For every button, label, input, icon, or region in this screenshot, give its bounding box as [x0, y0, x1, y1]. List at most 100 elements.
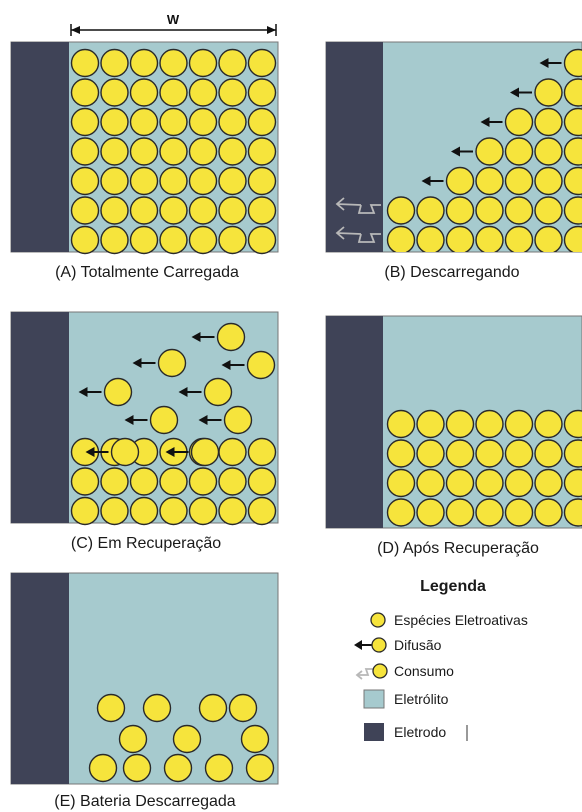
particle	[218, 496, 247, 526]
diffusion-arrow	[510, 87, 532, 98]
particle	[563, 48, 582, 78]
diffusion-arrows-c	[78, 332, 245, 457]
particle	[563, 78, 582, 107]
particle	[247, 137, 277, 166]
particle	[100, 225, 129, 255]
particle	[218, 225, 247, 255]
particle	[445, 409, 475, 439]
particle	[475, 166, 504, 196]
legend: Legenda Espécies Eletroativas Difusão	[354, 578, 528, 741]
particle	[122, 753, 152, 783]
particle	[416, 225, 445, 252]
particle	[129, 78, 159, 107]
particle	[129, 107, 159, 137]
caption-a: (A) Totalmente Carregada	[55, 264, 239, 281]
particle	[563, 107, 582, 137]
particle	[188, 467, 218, 496]
particle	[534, 137, 563, 166]
particle	[563, 468, 582, 498]
particle	[100, 137, 129, 166]
particle	[445, 196, 475, 225]
particle	[504, 409, 534, 439]
panel-a: (A) Totalmente Carregada	[10, 41, 279, 281]
particle	[218, 437, 247, 467]
particle	[142, 693, 172, 723]
particle	[534, 468, 563, 498]
particle	[445, 166, 475, 196]
particle	[218, 137, 247, 166]
particle	[247, 107, 277, 137]
particle	[188, 496, 218, 526]
particle	[504, 196, 534, 225]
particle	[159, 78, 188, 107]
diffusion-arrow	[451, 146, 473, 157]
particle	[247, 196, 277, 225]
caption-d: (D) Após Recuperação	[377, 540, 539, 557]
consumption-arrow	[335, 197, 381, 214]
particle	[163, 753, 193, 783]
particle	[100, 78, 129, 107]
particle	[118, 724, 148, 754]
particle	[228, 693, 258, 723]
particle	[110, 437, 140, 467]
particle	[188, 166, 218, 196]
particle	[534, 439, 563, 468]
particle	[70, 137, 100, 166]
particle	[223, 405, 253, 435]
particle-icon	[370, 612, 386, 628]
particle	[246, 350, 276, 380]
particle	[218, 78, 247, 107]
particle	[247, 166, 277, 196]
particle	[100, 107, 129, 137]
particle	[172, 724, 202, 754]
particle	[70, 467, 100, 496]
particle	[504, 137, 534, 166]
particle	[416, 468, 445, 498]
particle	[218, 196, 247, 225]
particle	[70, 225, 100, 255]
particle	[129, 196, 159, 225]
particle	[218, 107, 247, 137]
particle	[204, 753, 234, 783]
particle	[100, 166, 129, 196]
legend-item-particle: Espécies Eletroativas	[370, 612, 528, 628]
legend-label-diffusion: Difusão	[394, 637, 442, 653]
particle	[216, 322, 246, 352]
particle	[129, 166, 159, 196]
particle	[504, 225, 534, 252]
particle	[445, 498, 475, 527]
particle	[416, 409, 445, 439]
particle	[96, 693, 126, 723]
particle	[386, 196, 416, 225]
particle	[386, 409, 416, 439]
particle	[475, 409, 504, 439]
diffusion-arrow	[480, 117, 503, 127]
particle	[475, 225, 504, 252]
legend-label-electrode: Eletrodo	[394, 724, 446, 740]
caption-c: (C) Em Recuperação	[71, 535, 221, 552]
particle	[534, 166, 563, 196]
particle	[247, 48, 277, 78]
legend-item-electrode: Eletrodo	[364, 723, 468, 741]
diffusion-arrow	[178, 387, 202, 397]
particle	[70, 78, 100, 107]
legend-title: Legenda	[420, 578, 486, 595]
particle	[534, 409, 563, 439]
particle	[386, 498, 416, 527]
particle	[563, 498, 582, 527]
particle	[159, 107, 188, 137]
particle	[247, 467, 277, 496]
particles-e	[88, 693, 275, 783]
diffusion-arrow	[539, 58, 562, 68]
particle	[445, 225, 475, 252]
legend-label-particle: Espécies Eletroativas	[394, 612, 528, 628]
particles-a	[70, 48, 277, 255]
particle	[504, 439, 534, 468]
panel-e: (E) Bateria Descarregada	[10, 572, 279, 810]
particle	[245, 753, 275, 783]
particle	[563, 409, 582, 439]
particle	[129, 496, 159, 526]
panel-c: (C) Em Recuperação	[10, 311, 279, 552]
particle	[240, 724, 270, 754]
particle	[129, 225, 159, 255]
